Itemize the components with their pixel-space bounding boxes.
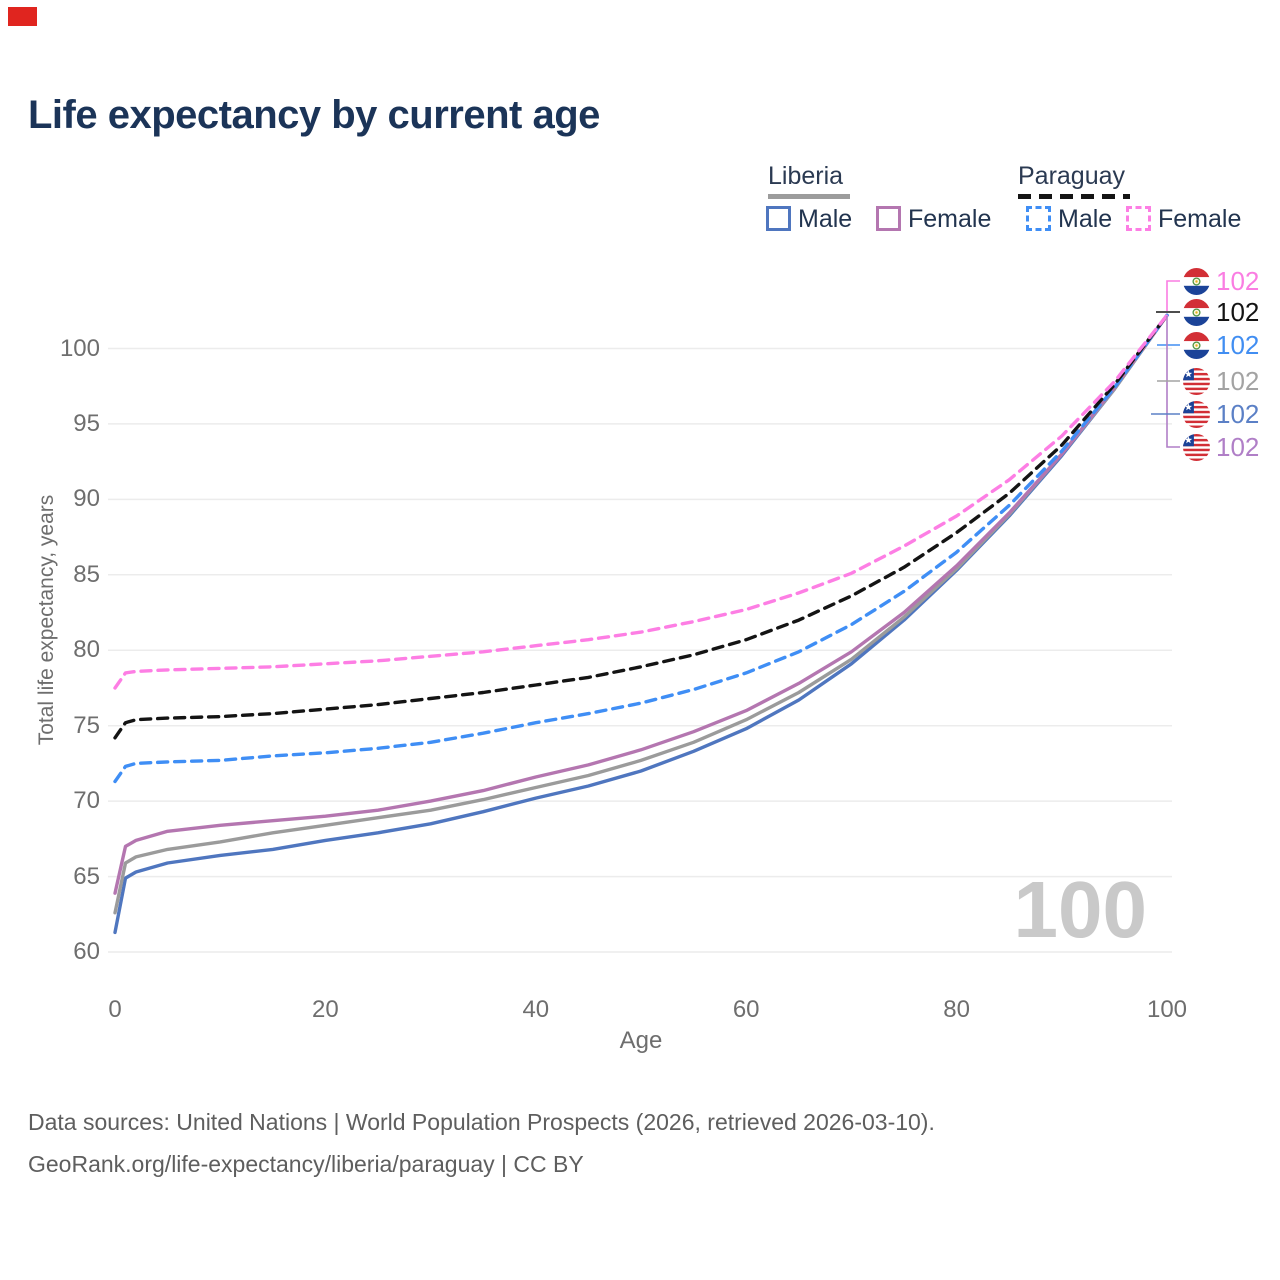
y-tick-label: 90 xyxy=(73,485,100,513)
endpoint-value: 102 xyxy=(1216,365,1260,396)
leader-liberia-female xyxy=(1166,316,1180,448)
red-marker xyxy=(8,7,37,26)
endpoint-label-row: 102 xyxy=(1183,431,1260,462)
legend-label-liberia-female[interactable]: Female xyxy=(908,205,992,233)
endpoint-value: 102 xyxy=(1216,329,1260,360)
legend-label-paraguay-female[interactable]: Female xyxy=(1158,205,1242,233)
liberia-flag-icon xyxy=(1183,434,1210,461)
legend-liberia-line-sample xyxy=(768,194,850,199)
legend-paraguay-header[interactable]: Paraguay xyxy=(1018,162,1130,199)
x-tick-label: 40 xyxy=(522,996,550,1023)
series-line-liberia-total xyxy=(113,313,1169,915)
page-title: Life expectancy by current age xyxy=(28,93,600,137)
x-tick-label: 80 xyxy=(943,996,970,1023)
y-tick-label: 65 xyxy=(73,862,100,890)
y-tick-label: 80 xyxy=(73,636,100,664)
y-tick-label: 85 xyxy=(73,560,100,588)
legend-swatch-liberia-male[interactable] xyxy=(766,206,791,231)
x-tick-label: 60 xyxy=(732,996,760,1023)
liberia-flag-icon xyxy=(1183,368,1210,395)
x-tick-label: 100 xyxy=(1146,996,1188,1023)
legend-liberia-header[interactable]: Liberia xyxy=(768,162,850,199)
paraguay-flag-icon xyxy=(1183,268,1210,295)
y-tick-label: 95 xyxy=(73,409,100,437)
endpoint-value: 102 xyxy=(1216,431,1260,462)
legend-swatch-liberia-female[interactable] xyxy=(876,206,901,231)
x-tick-label: 0 xyxy=(108,996,122,1023)
endpoint-label-row: 102 xyxy=(1183,265,1260,296)
series-line-liberia-female xyxy=(113,313,1169,895)
endpoint-label-row: 102 xyxy=(1183,365,1260,396)
endpoint-label-row: 102 xyxy=(1183,296,1260,327)
y-tick-label: 60 xyxy=(73,938,100,965)
x-axis-title: Age xyxy=(619,1027,663,1054)
y-tick-label: 75 xyxy=(73,711,100,739)
endpoint-label-row: 102 xyxy=(1183,329,1260,360)
paraguay-flag-icon xyxy=(1183,299,1210,326)
paraguay-flag-icon xyxy=(1183,332,1210,359)
series-line-paraguay-total xyxy=(113,313,1169,740)
legend-label-paraguay-male[interactable]: Male xyxy=(1058,205,1113,233)
x-tick-label: 20 xyxy=(312,996,339,1023)
y-tick-label: 100 xyxy=(59,334,100,362)
legend-swatch-paraguay-male[interactable] xyxy=(1026,206,1051,231)
series-line-liberia-male xyxy=(113,313,1169,935)
watermark-age-indicator: 100 xyxy=(1013,865,1147,954)
legend-paraguay-label: Paraguay xyxy=(1018,162,1126,190)
endpoint-value: 102 xyxy=(1216,265,1260,296)
footer-data-sources: Data sources: United Nations | World Pop… xyxy=(28,1109,935,1135)
liberia-flag-icon xyxy=(1183,401,1210,428)
series-line-paraguay-female xyxy=(113,313,1169,690)
legend-label-liberia-male[interactable]: Male xyxy=(798,205,853,233)
endpoint-label-row: 102 xyxy=(1183,398,1260,429)
legend-liberia-label: Liberia xyxy=(768,162,844,190)
series-line-paraguay-male xyxy=(113,313,1169,784)
endpoint-value: 102 xyxy=(1216,398,1260,429)
footer-attribution-link[interactable]: GeoRank.org/life-expectancy/liberia/para… xyxy=(28,1151,584,1177)
y-tick-label: 70 xyxy=(73,787,100,815)
endpoint-value: 102 xyxy=(1216,296,1260,327)
leader-paraguay-female xyxy=(1166,280,1180,311)
legend-paraguay-line-sample xyxy=(1018,194,1130,199)
y-axis-title: Total life expectancy, years xyxy=(35,494,58,746)
legend-swatch-paraguay-female[interactable] xyxy=(1126,206,1151,231)
